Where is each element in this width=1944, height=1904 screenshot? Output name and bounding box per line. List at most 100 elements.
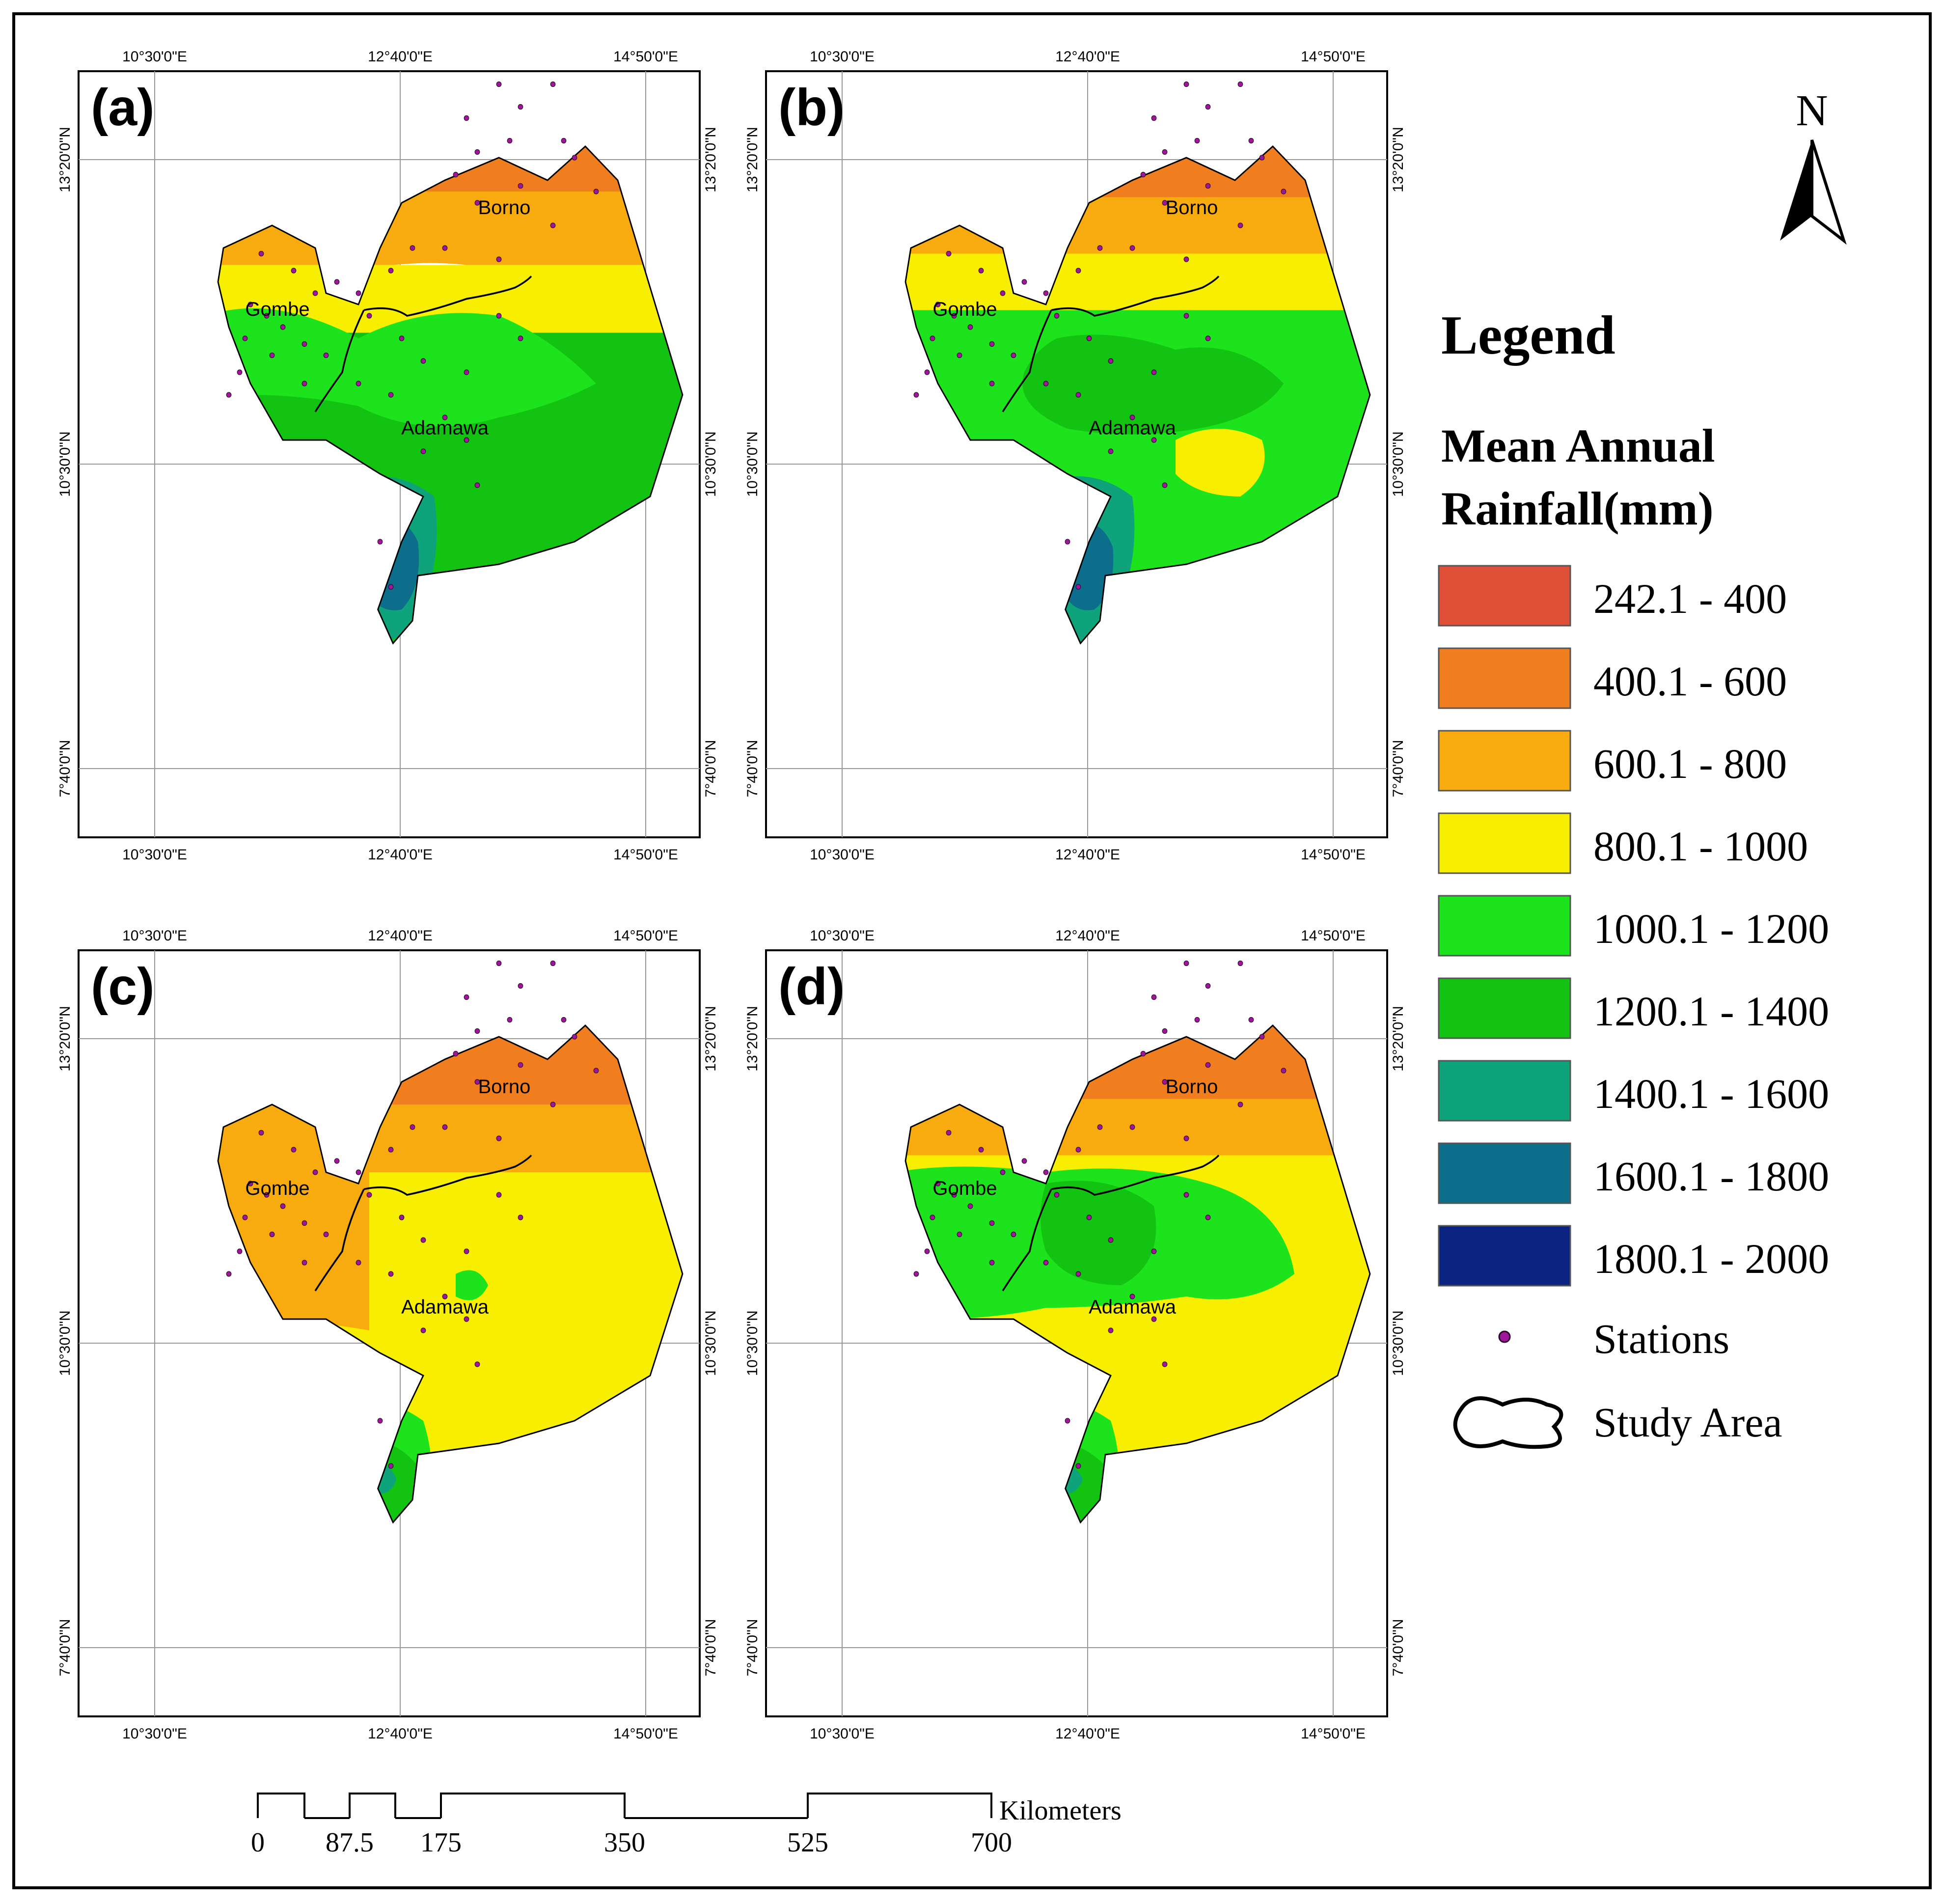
station-point — [464, 115, 469, 121]
station-point — [1205, 1062, 1211, 1068]
lat-tick-right: 10°30'0"N — [703, 1310, 719, 1376]
scale-segment — [807, 1793, 992, 1818]
station-point — [410, 1124, 415, 1130]
lon-tick-bottom: 14°50'0"E — [613, 1726, 678, 1742]
station-point — [957, 352, 962, 359]
station-point — [464, 1316, 469, 1322]
panel-label-c: (c) — [91, 958, 155, 1016]
station-point — [496, 1192, 502, 1198]
station-point — [1183, 256, 1189, 262]
station-point — [946, 250, 952, 257]
lon-tick-bottom: 12°40'0"E — [1055, 847, 1120, 863]
station-point — [550, 960, 556, 966]
station-point — [247, 1181, 253, 1187]
state-boundary-gombe — [314, 309, 365, 413]
legend-swatch — [1438, 730, 1571, 792]
station-point — [410, 245, 415, 251]
legend-study-area-label: Study Area — [1593, 1399, 1782, 1446]
state-boundary-gombe — [1002, 1188, 1052, 1292]
station-point — [464, 994, 469, 1000]
station-point — [1183, 1135, 1189, 1141]
station-point — [572, 155, 577, 161]
legend-class-label: 400.1 - 600 — [1593, 658, 1787, 705]
station-point — [420, 448, 426, 454]
station-point — [989, 341, 995, 347]
station-point — [1043, 381, 1049, 386]
station-point — [572, 1034, 577, 1040]
station-point — [518, 104, 523, 110]
station-point — [550, 1102, 556, 1107]
station-point — [291, 1147, 297, 1153]
station-point — [1065, 539, 1070, 545]
station-point — [957, 1231, 962, 1238]
station-point — [312, 1169, 318, 1175]
station-point — [1075, 1147, 1081, 1153]
station-point — [1162, 149, 1168, 155]
station-point — [989, 1220, 995, 1226]
station-point — [464, 369, 469, 375]
lat-tick-left: 13°20'0"N — [57, 127, 73, 192]
lon-tick-bottom: 10°30'0"E — [810, 1726, 875, 1742]
station-point — [930, 1214, 935, 1220]
figure-border — [12, 12, 1932, 1889]
station-point — [226, 1271, 232, 1277]
state-boundary-gombe — [1002, 309, 1052, 413]
lat-tick-right: 13°20'0"N — [1390, 127, 1406, 192]
legend-swatch — [1438, 895, 1571, 957]
scale-tick-label: 0 — [251, 1827, 265, 1858]
lon-tick-bottom: 12°40'0"E — [368, 847, 433, 863]
station-point — [1259, 155, 1265, 161]
north-letter: N — [1796, 86, 1828, 135]
legend-subtitle-2: Rainfall(mm) — [1441, 482, 1714, 535]
station-point — [334, 1158, 340, 1164]
station-point — [967, 1203, 973, 1209]
station-point — [913, 392, 919, 398]
station-point — [496, 81, 502, 87]
station-point — [280, 324, 286, 330]
station-point — [924, 1248, 930, 1254]
station-point — [269, 352, 275, 359]
rainfall-zone — [1176, 429, 1265, 497]
legend-class-label: 242.1 - 400 — [1593, 575, 1787, 622]
station-point — [399, 335, 405, 341]
lon-tick-bottom: 14°50'0"E — [1301, 1726, 1366, 1742]
lon-tick-top: 12°40'0"E — [1055, 928, 1120, 944]
station-point — [1162, 200, 1168, 206]
station-point — [989, 1260, 995, 1266]
station-point — [388, 1271, 394, 1277]
station-point — [1237, 81, 1243, 87]
station-point — [1075, 1463, 1081, 1469]
lon-tick-bottom: 12°40'0"E — [368, 1726, 433, 1742]
station-point — [312, 290, 318, 296]
station-point — [301, 341, 307, 347]
station-point — [1108, 358, 1114, 364]
station-point — [301, 1260, 307, 1266]
station-point — [1151, 1316, 1157, 1322]
lat-tick-right: 10°30'0"N — [1390, 431, 1406, 497]
station-point — [399, 1214, 405, 1220]
station-point — [593, 1068, 599, 1074]
station-point — [1183, 313, 1189, 319]
station-point — [1043, 1260, 1049, 1266]
station-point — [1162, 1079, 1168, 1085]
state-boundary-borno — [1051, 276, 1220, 317]
lon-tick-top: 10°30'0"E — [122, 928, 187, 944]
scale-segment — [440, 1793, 626, 1818]
station-point — [1054, 1192, 1060, 1198]
state-label-gombe: Gombe — [932, 1178, 997, 1199]
station-point — [946, 1130, 952, 1136]
station-point — [474, 200, 480, 206]
station-point — [388, 268, 394, 274]
station-point — [951, 1192, 957, 1198]
station-point — [1237, 1102, 1243, 1107]
station-point — [1151, 115, 1157, 121]
station-point — [356, 1260, 361, 1266]
scale-tick-label: 87.5 — [326, 1827, 374, 1858]
station-point — [913, 1271, 919, 1277]
station-point — [247, 302, 253, 307]
station-point — [301, 1220, 307, 1226]
lat-tick-right: 7°40'0"N — [1390, 740, 1406, 798]
legend-station-symbol — [1498, 1330, 1511, 1343]
